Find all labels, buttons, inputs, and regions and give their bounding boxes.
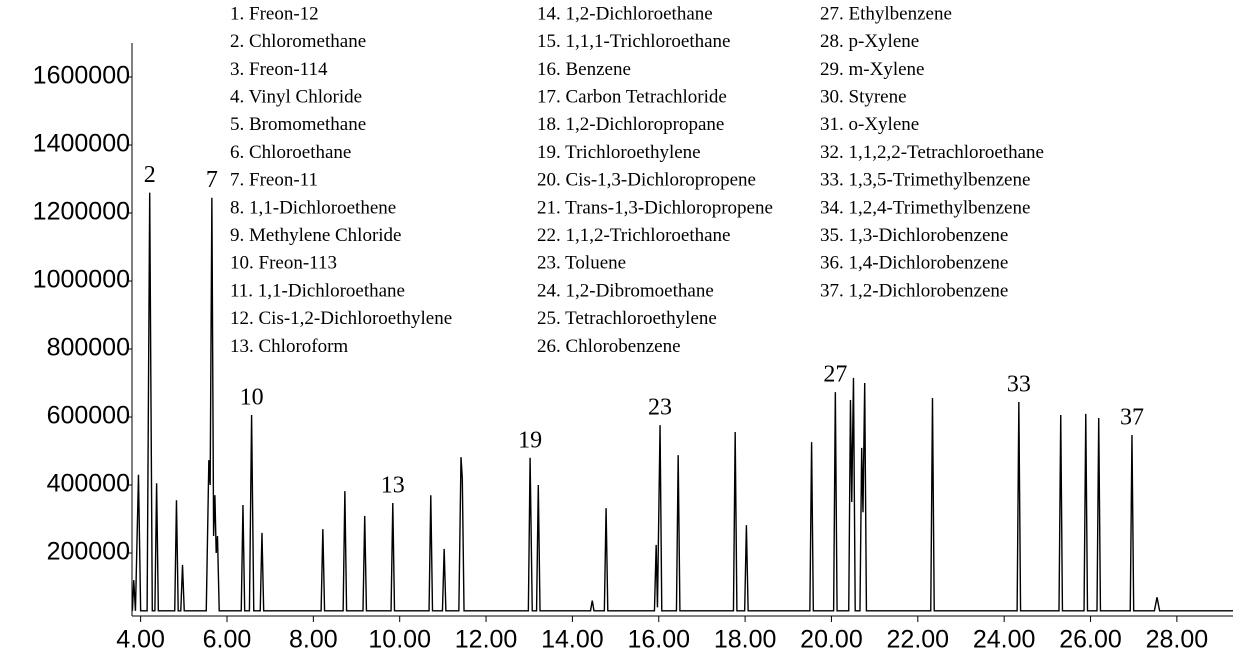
y-tick-label: 1600000 — [33, 62, 130, 90]
x-tick-label: 10.00 — [368, 626, 431, 654]
compound-label: 28. p-Xylene — [820, 31, 919, 52]
compound-label: 20. Cis-1,3-Dichloropropene — [537, 170, 756, 191]
compound-label: 21. Trans-1,3-Dichloropropene — [537, 197, 773, 218]
compound-label: 26. Chlorobenzene — [537, 336, 681, 357]
compound-label: 23. Toluene — [537, 253, 626, 274]
peak-label: 2 — [144, 162, 156, 188]
y-tick-label: 800000 — [47, 334, 130, 362]
compound-label: 16. Benzene — [537, 59, 631, 80]
compound-label: 35. 1,3-Dichlorobenzene — [820, 225, 1008, 246]
x-tick-label: 20.00 — [800, 626, 863, 654]
trace — [131, 192, 1233, 612]
compound-label: 8. 1,1-Dichloroethene — [230, 197, 396, 218]
compound-label: 13. Chloroform — [230, 336, 348, 357]
y-tick-label: 600000 — [47, 402, 130, 430]
y-tick-label: 1000000 — [33, 266, 130, 294]
compound-label: 11. 1,1-Dichloroethane — [230, 280, 405, 301]
peak-label: 13 — [381, 473, 405, 499]
y-tick-label: 1400000 — [33, 130, 130, 158]
x-tick-label: 18.00 — [714, 626, 777, 654]
compound-label: 10. Freon-113 — [230, 253, 337, 274]
compound-label: 25. Tetrachloroethylene — [537, 308, 717, 329]
compound-label: 31. o-Xylene — [820, 114, 919, 135]
y-tick-label: 400000 — [47, 470, 130, 498]
compound-label: 2. Chloromethane — [230, 31, 366, 52]
x-tick-label: 12.00 — [455, 626, 518, 654]
compound-label: 7. Freon-11 — [230, 170, 318, 191]
compound-label: 17. Carbon Tetrachloride — [537, 86, 727, 107]
compound-label: 4. Vinyl Chloride — [230, 86, 362, 107]
compound-label: 3. Freon-114 — [230, 59, 328, 80]
compound-label: 19. Trichloroethylene — [537, 142, 701, 163]
compound-label: 22. 1,1,2-Trichloroethane — [537, 225, 731, 246]
x-tick-label: 26.00 — [1059, 626, 1122, 654]
compound-label: 36. 1,4-Dichlorobenzene — [820, 253, 1008, 274]
compound-label: 15. 1,1,1-Trichloroethane — [537, 31, 731, 52]
y-tick-label: 200000 — [47, 538, 130, 566]
peak-label: 33 — [1007, 372, 1031, 398]
compound-label: 27. Ethylbenzene — [820, 3, 952, 24]
x-tick-label: 24.00 — [973, 626, 1036, 654]
compound-label: 1. Freon-12 — [230, 3, 319, 24]
compound-label: 37. 1,2-Dichlorobenzene — [820, 280, 1008, 301]
compound-label: 9. Methylene Chloride — [230, 225, 402, 246]
compound-label: 29. m-Xylene — [820, 59, 924, 80]
x-tick-label: 4.00 — [116, 626, 165, 654]
compound-label: 12. Cis-1,2-Dichloroethylene — [230, 308, 452, 329]
x-tick-label: 28.00 — [1146, 626, 1209, 654]
compound-label: 24. 1,2-Dibromoethane — [537, 280, 714, 301]
peak-label: 7 — [206, 167, 218, 193]
x-tick-label: 14.00 — [541, 626, 604, 654]
peak-label: 23 — [648, 395, 672, 421]
x-tick-label: 22.00 — [887, 626, 950, 654]
x-tick-label: 6.00 — [203, 626, 252, 654]
compound-label: 34. 1,2,4-Trimethylbenzene — [820, 197, 1030, 218]
compound-label: 6. Chloroethane — [230, 142, 351, 163]
compound-label: 18. 1,2-Dichloropropane — [537, 114, 724, 135]
compound-label: 33. 1,3,5-Trimethylbenzene — [820, 170, 1030, 191]
peak-label: 37 — [1120, 405, 1144, 431]
peak-label: 19 — [518, 427, 542, 453]
compound-label: 14. 1,2-Dichloroethane — [537, 3, 713, 24]
compound-label: 32. 1,1,2,2-Tetrachloroethane — [820, 142, 1044, 163]
compound-label: 30. Styrene — [820, 86, 907, 107]
peak-label: 10 — [240, 384, 264, 410]
compound-label: 5. Bromomethane — [230, 114, 366, 135]
peak-label: 27 — [823, 362, 847, 388]
y-tick-label: 1200000 — [33, 198, 130, 226]
x-tick-label: 8.00 — [289, 626, 338, 654]
x-tick-label: 16.00 — [627, 626, 690, 654]
